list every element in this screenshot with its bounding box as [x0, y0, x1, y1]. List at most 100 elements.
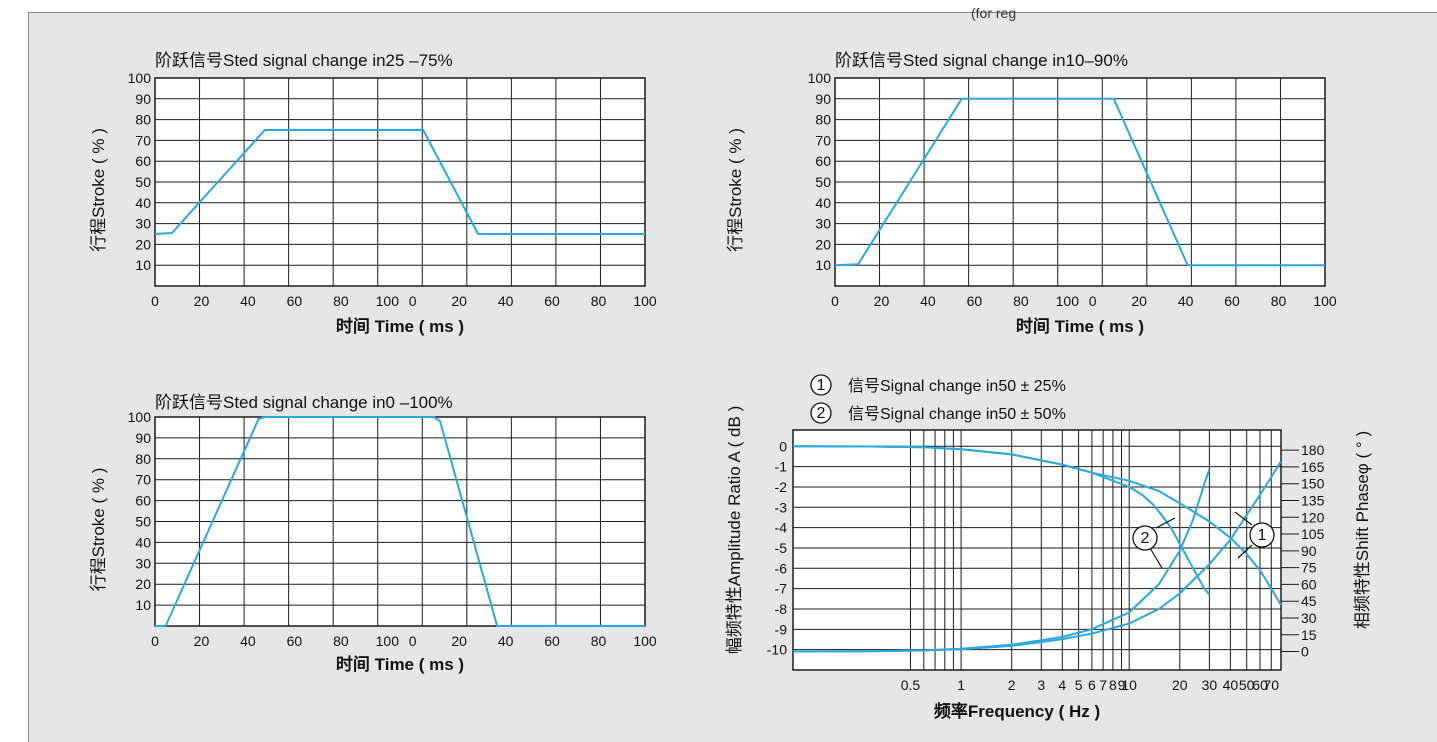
x-tick-label: 0	[151, 633, 159, 649]
x-tick-label: 100	[633, 633, 657, 649]
y2-tick-label: 45	[1301, 593, 1317, 609]
x-tick-label: 10	[1121, 677, 1137, 693]
y-tick-label: 20	[135, 576, 151, 592]
y-tick-label: 60	[815, 153, 831, 169]
y-tick-label: -7	[775, 581, 788, 597]
stroke-curve	[155, 416, 645, 627]
y-tick-label: 10	[815, 257, 831, 273]
x-tick-label: 4	[1058, 677, 1066, 693]
y-tick-label: 70	[135, 472, 151, 488]
plot-frame	[792, 429, 1282, 671]
y-tick-label: 80	[135, 451, 151, 467]
y-tick-label: 30	[135, 555, 151, 571]
x-tick-label: 20	[1172, 677, 1188, 693]
y2-tick-label: 135	[1301, 492, 1325, 508]
x-tick-label: 40	[920, 293, 936, 309]
callout-leader	[1237, 544, 1253, 559]
y-tick-label: 100	[808, 70, 832, 86]
callout-circle	[1249, 522, 1275, 548]
y2-tick-label: 150	[1301, 476, 1325, 492]
y-tick-label: -5	[775, 540, 788, 556]
y-tick-label: 50	[135, 514, 151, 530]
x-tick-label: 100	[1056, 293, 1080, 309]
y-tick-label: 50	[815, 174, 831, 190]
y-axis-label: 行程Stroke ( % )	[89, 128, 108, 252]
x-tick-label: 0	[409, 293, 417, 309]
y-tick-label: 90	[815, 91, 831, 107]
legend-marker-circle	[810, 374, 832, 396]
corner-caption: (for reg	[971, 5, 1017, 21]
y-tick-label: 60	[135, 153, 151, 169]
chart-title: 阶跃信号Sted signal change in25 –75%	[155, 51, 453, 70]
x-tick-label: 1	[957, 677, 965, 693]
y2-tick-label: 30	[1301, 610, 1317, 626]
y-tick-label: 20	[135, 236, 151, 252]
legend-marker-circle	[810, 402, 832, 424]
y-tick-label: 10	[135, 257, 151, 273]
y-axis-label: 行程Stroke ( % )	[726, 128, 745, 252]
x-axis-label: 频率Frequency ( Hz )	[934, 701, 1100, 721]
callout-circle	[1132, 525, 1158, 551]
x-axis-label: 时间 Time ( ms )	[336, 316, 464, 336]
x-tick-label: 3	[1037, 677, 1045, 693]
y-tick-label: 80	[135, 112, 151, 128]
y-axis-label: 行程Stroke ( % )	[89, 468, 108, 592]
y-tick-label: 0	[779, 438, 787, 454]
x-tick-label: 20	[874, 293, 890, 309]
x-tick-label: 60	[287, 293, 303, 309]
chart-title: 阶跃信号Sted signal change in0 –100%	[155, 393, 453, 412]
x-tick-label: 60	[967, 293, 983, 309]
y-tick-label: 90	[135, 430, 151, 446]
y2-tick-label: 165	[1301, 459, 1325, 475]
y-tick-label: 90	[135, 91, 151, 107]
legend-label: 信号Signal change in50 ± 25%	[848, 377, 1066, 395]
y2-tick-label: 105	[1301, 526, 1325, 542]
y2-tick-label: 90	[1301, 543, 1317, 559]
y-tick-label: 70	[815, 132, 831, 148]
y-tick-label: 20	[815, 236, 831, 252]
x-tick-label: 0	[831, 293, 839, 309]
y2-tick-label: 60	[1301, 576, 1317, 592]
x-tick-label: 40	[1178, 293, 1194, 309]
y-tick-label: 40	[135, 534, 151, 550]
y-tick-label: -4	[775, 520, 788, 536]
x-tick-label: 40	[1223, 677, 1239, 693]
x-tick-label: 50	[1239, 677, 1255, 693]
x-tick-label: 40	[498, 633, 514, 649]
x-tick-label: 9	[1118, 677, 1126, 693]
x-tick-label: 80	[1271, 293, 1287, 309]
x-tick-label: 100	[1313, 293, 1337, 309]
y-tick-label: -10	[767, 642, 787, 658]
step-chart-1: 10 20 30 40 50 60 70 80 90 100 0 20 40 60 80 100 0 20 40 60…	[89, 51, 657, 336]
x-tick-label: 100	[376, 633, 400, 649]
y-tick-label: -8	[775, 601, 788, 617]
x-tick-label: 20	[194, 293, 210, 309]
y2-tick-label: 0	[1301, 644, 1309, 660]
y2-tick-label: 75	[1301, 560, 1317, 576]
x-tick-label: 20	[451, 293, 467, 309]
response-curve-2-right	[792, 468, 1211, 653]
y-tick-label: 30	[135, 216, 151, 232]
legend-label: 信号Signal change in50 ± 50%	[848, 405, 1066, 423]
y-tick-label: 50	[135, 174, 151, 190]
callout-number: 1	[1258, 527, 1267, 544]
callout-leader	[1149, 547, 1163, 569]
y-tick-label: 60	[135, 493, 151, 509]
step-chart-3: 10 20 30 40 50 60 70 80 90 100 0 20 40 60 80 100 0 20 40 60…	[89, 393, 657, 674]
callout-number: 2	[1141, 530, 1150, 547]
y-tick-label: -1	[775, 459, 788, 475]
x-axis-label: 时间 Time ( ms )	[1016, 316, 1144, 336]
y-tick-label: 100	[128, 70, 152, 86]
x-tick-label: 80	[333, 633, 349, 649]
x-tick-label: 70	[1263, 677, 1279, 693]
x-tick-label: 40	[240, 293, 256, 309]
y-tick-label: -6	[775, 560, 788, 576]
legend-marker-number: 2	[817, 405, 826, 422]
x-tick-label: 0	[151, 293, 159, 309]
x-tick-label: 40	[240, 633, 256, 649]
x-tick-label: 20	[1131, 293, 1147, 309]
x-tick-label: 80	[591, 633, 607, 649]
x-tick-label: 80	[333, 293, 349, 309]
y-tick-label: -2	[775, 479, 788, 495]
